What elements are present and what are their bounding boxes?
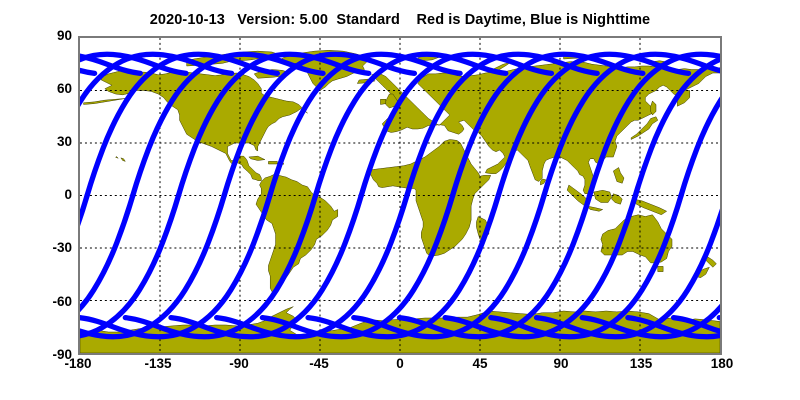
- ytick-label-30: 30: [56, 134, 72, 149]
- ytick-label-60: 60: [56, 81, 72, 96]
- satellite-ground-tracks: [80, 38, 720, 353]
- landmass-hawaii: [120, 157, 126, 162]
- landmass-japan: [630, 116, 659, 140]
- ytick-label--30: -30: [52, 240, 72, 255]
- landmass-south-america: [255, 174, 339, 292]
- ytick-label-0: 0: [64, 187, 72, 202]
- ytick-label--90: -90: [52, 347, 72, 362]
- xtick-label--90: -90: [229, 356, 249, 371]
- landmass-ireland: [380, 99, 387, 105]
- landmass-sulawesi: [611, 193, 623, 205]
- map-plot-area: [78, 36, 722, 355]
- xtick-label--135: -135: [144, 356, 172, 371]
- landmass-philippines: [613, 167, 625, 184]
- xtick-label-180: 180: [710, 356, 734, 371]
- page-title: 2020-10-13 Version: 5.00 Standard Red is…: [149, 12, 651, 28]
- ytick-label--60: -60: [52, 294, 72, 309]
- ytick-label-90: 90: [56, 28, 72, 43]
- landmass-cuba: [248, 155, 266, 161]
- landmass-aleutians: [83, 98, 127, 105]
- landmass-tasmania: [657, 266, 664, 272]
- landmass-borneo: [593, 190, 612, 203]
- landmass-sakhalin: [650, 100, 657, 116]
- landmass-sri-lanka: [540, 178, 547, 186]
- xtick-label-135: 135: [629, 356, 653, 371]
- xtick-label--45: -45: [309, 356, 329, 371]
- track-group-wrap-right: [537, 54, 720, 337]
- landmass-hawaii-2: [115, 156, 119, 159]
- xtick-label-45: 45: [472, 356, 488, 371]
- xtick-label-0: 0: [396, 356, 404, 371]
- map-gridlines: [80, 38, 720, 353]
- xtick-label--180: -180: [64, 356, 92, 371]
- landmass-java: [586, 205, 603, 212]
- map-plot-inner: [80, 38, 720, 353]
- track-group-wrap-left: [80, 54, 232, 337]
- track-group-main: [80, 54, 720, 337]
- xtick-label-90: 90: [553, 356, 569, 371]
